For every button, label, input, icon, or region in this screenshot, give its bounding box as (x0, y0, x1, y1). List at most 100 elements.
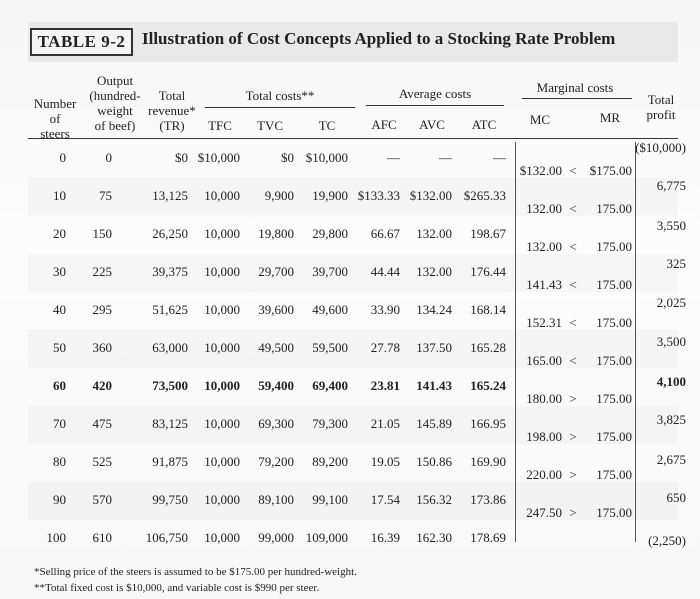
cell-tr: 51,625 (152, 302, 188, 317)
cell-tc: 59,500 (312, 340, 348, 355)
cell-tr: 63,000 (152, 340, 188, 355)
cell-n: 50 (53, 340, 66, 355)
cell-tr: 91,875 (152, 454, 188, 469)
cell-afc: 44.44 (370, 264, 400, 279)
header-tfc: TFC (208, 118, 232, 133)
cell-out: 420 (92, 378, 113, 393)
marginal-left-border (515, 142, 516, 542)
marginal-row: 198.00 >175.00 (512, 429, 632, 445)
cell-tr: 39,375 (152, 264, 188, 279)
cell-n: 100 (46, 530, 67, 545)
cell-n: 80 (53, 454, 66, 469)
marginal-row: 132.00 <175.00 (512, 201, 632, 217)
profit-value: 4,100 (656, 374, 686, 389)
header-number: Number of steers (33, 96, 77, 141)
mc-value: 165.00 (526, 353, 562, 368)
marginal-row: 165.00 <175.00 (512, 353, 632, 369)
cell-out: 295 (92, 302, 113, 317)
cell-avc: 145.89 (416, 416, 452, 431)
cell-tc: 69,400 (312, 378, 348, 393)
cell-afc: 33.90 (370, 302, 400, 317)
marginal-row: 180.00 >175.00 (512, 391, 632, 407)
cell-avc: 132.00 (416, 226, 452, 241)
comparison-sign: < (569, 201, 577, 216)
profit-value: 3,825 (656, 412, 686, 427)
cell-out: 0 (105, 150, 113, 165)
cell-n: 40 (53, 302, 66, 317)
comparison-sign: < (569, 315, 577, 330)
profit-value: 2,675 (656, 452, 686, 467)
cell-tfc: 10,000 (204, 188, 240, 203)
profit-value: 650 (666, 490, 687, 505)
cell-afc: $133.33 (357, 188, 400, 203)
cell-tfc: 10,000 (204, 492, 240, 507)
cell-afc: 16.39 (370, 530, 400, 545)
comparison-sign: < (569, 239, 577, 254)
table-number: TABLE 9-2 (30, 28, 133, 56)
marginal-right-border (635, 142, 636, 542)
cell-tfc: 10,000 (204, 264, 240, 279)
footnote-price: *Selling price of the steers is assumed … (34, 566, 357, 578)
cell-atc: 166.95 (470, 416, 506, 431)
cell-out: 610 (92, 530, 113, 545)
cell-atc: $265.33 (463, 188, 506, 203)
cell-avc: 141.43 (416, 378, 452, 393)
cell-tvc: $0 (281, 150, 294, 165)
cell-n: 90 (53, 492, 66, 507)
mc-value: 220.00 (526, 467, 562, 482)
cell-tfc: 10,000 (204, 340, 240, 355)
marginal-row: 141.43 <175.00 (512, 277, 632, 293)
cell-afc: 17.54 (370, 492, 400, 507)
header-profit: Total profit (646, 92, 676, 122)
profit-value: ($10,000) (635, 140, 686, 155)
cell-atc: 169.90 (470, 454, 506, 469)
mc-value: $132.00 (519, 163, 562, 178)
cell-avc: $132.00 (409, 188, 452, 203)
cell-avc: 134.24 (416, 302, 452, 317)
cell-atc: 168.14 (470, 302, 506, 317)
cell-afc: 23.81 (370, 378, 400, 393)
comparison-sign: > (569, 505, 577, 520)
cell-tr: 106,750 (145, 530, 188, 545)
cell-tc: 19,900 (312, 188, 348, 203)
cell-tfc: $10,000 (197, 150, 240, 165)
cell-tc: 29,800 (312, 226, 348, 241)
comparison-sign: < (569, 163, 577, 178)
cell-afc: 19.05 (370, 454, 400, 469)
cell-tvc: 89,100 (258, 492, 294, 507)
marginal-costs-rule (522, 98, 632, 99)
cell-avc: 137.50 (416, 340, 452, 355)
cell-tvc: 59,400 (258, 378, 294, 393)
total-costs-rule (205, 107, 355, 108)
marginal-row: 220.00 >175.00 (512, 467, 632, 483)
cell-tr: $0 (175, 150, 188, 165)
mr-value: $175.00 (589, 163, 632, 178)
cell-out: 360 (92, 340, 113, 355)
cell-atc: 176.44 (470, 264, 506, 279)
cell-tc: 109,000 (305, 530, 348, 545)
cell-avc: 162.30 (416, 530, 452, 545)
comparison-sign: > (569, 467, 577, 482)
cell-tvc: 99,000 (258, 530, 294, 545)
cell-avc: 132.00 (416, 264, 452, 279)
average-costs-rule (366, 105, 504, 106)
header-average-costs: Average costs (398, 86, 472, 101)
marginal-row: 247.50 >175.00 (512, 505, 632, 521)
cell-tfc: 10,000 (204, 416, 240, 431)
cell-tr: 83,125 (152, 416, 188, 431)
header-output: Output (hundred-weight of beef) (89, 73, 141, 133)
cell-out: 75 (99, 188, 112, 203)
cell-tc: $10,000 (305, 150, 348, 165)
mc-value: 247.50 (526, 505, 562, 520)
marginal-row: $132.00 < $175.00 (512, 163, 632, 179)
mr-value: 175.00 (596, 315, 632, 330)
profit-value: 6,775 (656, 178, 686, 193)
mr-value: 175.00 (596, 201, 632, 216)
cell-n: 20 (53, 226, 66, 241)
cell-tr: 26,250 (152, 226, 188, 241)
cell-avc: — (439, 150, 452, 165)
comparison-sign: > (569, 391, 577, 406)
mr-value: 175.00 (596, 239, 632, 254)
cell-atc: 165.28 (470, 340, 506, 355)
cell-n: 30 (53, 264, 66, 279)
